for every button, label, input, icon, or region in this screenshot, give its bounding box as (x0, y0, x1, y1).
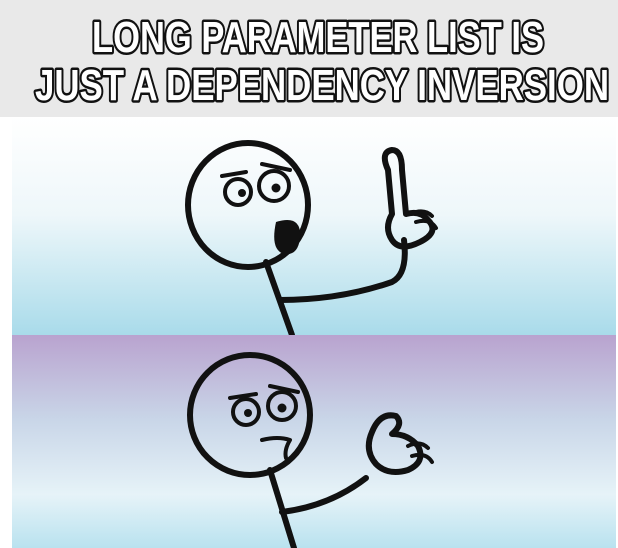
panel-background (12, 117, 616, 335)
mouth (274, 220, 300, 254)
meme: LONG PARAMETER LIST IS JUST A DEPENDENCY… (0, 0, 618, 548)
pupil (278, 404, 287, 413)
pupil (272, 184, 281, 193)
panel-background (12, 335, 616, 548)
caption-line: LONG PARAMETER LIST IS (92, 13, 544, 62)
pupil (244, 409, 252, 417)
page: LONG PARAMETER LIST IS JUST A DEPENDENCY… (0, 0, 618, 548)
caption-line: JUST A DEPENDENCY INVERSION (35, 61, 609, 110)
pupil (238, 189, 246, 197)
